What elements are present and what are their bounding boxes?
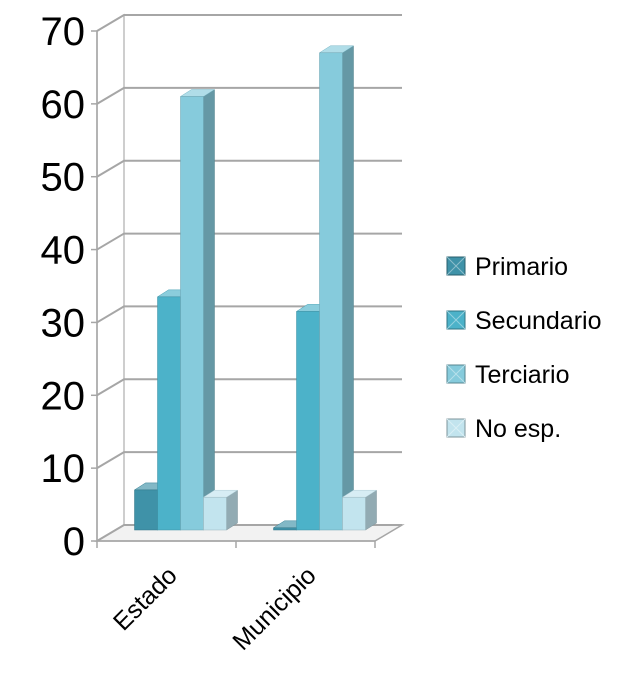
y-tick-label: 70 [41, 10, 86, 54]
legend-label: No esp. [475, 415, 561, 443]
gridlines [96, 14, 402, 542]
legend-label: Primario [475, 253, 568, 281]
y-tick-label: 10 [41, 447, 86, 491]
bar-municipio-terciario [318, 45, 355, 531]
gridline [96, 232, 402, 251]
bars [133, 45, 378, 531]
legend: Primario Secundario Terciario No esp. [446, 253, 601, 443]
gridline [96, 305, 402, 324]
x-axis: Estado Municipio [96, 540, 376, 656]
legend-item-primario: Primario [446, 253, 568, 281]
y-tick-label: 60 [41, 83, 86, 127]
side-wall [96, 13, 125, 543]
legend-label: Terciario [475, 361, 569, 389]
y-tick-label: 20 [41, 374, 86, 418]
bar-estado-terciario [179, 89, 216, 531]
y-axis: 0 10 20 30 40 50 60 70 [41, 10, 98, 564]
y-tick-label: 50 [41, 156, 86, 200]
x-category-label: Estado [108, 561, 183, 636]
plot-walls [94, 13, 405, 543]
y-tick-label: 0 [63, 520, 85, 564]
gridline [96, 86, 402, 105]
bar-municipio-noesp [341, 489, 378, 531]
legend-label: Secundario [475, 307, 601, 335]
gridline [96, 159, 402, 178]
legend-item-terciario: Terciario [446, 361, 569, 389]
bar-estado-noesp [202, 489, 239, 531]
gridline [96, 14, 402, 32]
gridline [96, 451, 402, 470]
legend-item-noesp: No esp. [446, 415, 561, 443]
legend-item-secundario: Secundario [446, 307, 601, 335]
x-category-label: Municipio [227, 561, 321, 655]
gridline [96, 378, 402, 397]
y-tick-label: 40 [41, 229, 86, 273]
y-tick-label: 30 [41, 301, 86, 345]
